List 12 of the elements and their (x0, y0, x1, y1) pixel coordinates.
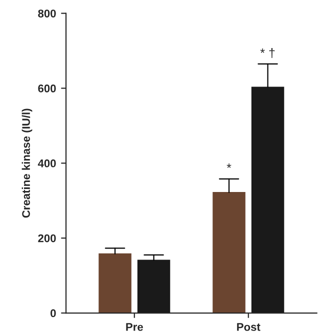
y-tick-label: 0 (50, 309, 56, 318)
annotation: * † (260, 48, 275, 58)
y-tick-label: 600 (38, 84, 56, 92)
x-tick-label: Post (237, 323, 260, 331)
y-tick-label: 800 (38, 10, 56, 18)
y-axis-title: Creatine kinase (IU/l) (22, 108, 32, 218)
x-tick-label: Pre (126, 323, 143, 331)
annotation: * (226, 164, 232, 168)
bar (98, 253, 132, 314)
y-tick-label: 400 (38, 159, 56, 168)
bar (212, 192, 246, 314)
y-tick-label: 200 (38, 234, 56, 242)
